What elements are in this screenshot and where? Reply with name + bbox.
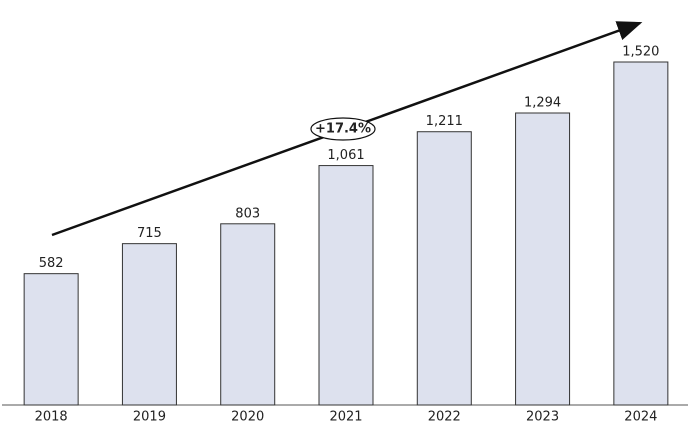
bar <box>23 273 79 406</box>
bar <box>318 165 374 406</box>
bar <box>220 223 276 406</box>
bar <box>416 131 472 406</box>
value-label: 1,294 <box>524 95 561 110</box>
value-label: 1,061 <box>327 148 364 163</box>
annotation: +17.4% <box>315 122 371 137</box>
x-tick-label: 2018 <box>35 410 68 425</box>
value-label: 1,520 <box>622 45 659 60</box>
x-tick-label: 2022 <box>428 410 461 425</box>
x-tick-label: 2023 <box>526 410 559 425</box>
bar <box>121 243 177 406</box>
x-tick-label: 2024 <box>624 410 657 425</box>
bar <box>515 112 571 406</box>
x-tick-label: 2020 <box>231 410 264 425</box>
annotation-ellipse <box>310 117 376 141</box>
x-tick-label: 2019 <box>133 410 166 425</box>
value-label: 1,211 <box>426 114 463 129</box>
value-label: 582 <box>39 256 64 271</box>
bar <box>613 61 669 406</box>
value-label: 803 <box>235 206 260 221</box>
x-tick-label: 2021 <box>329 410 362 425</box>
value-label: 715 <box>137 226 162 241</box>
